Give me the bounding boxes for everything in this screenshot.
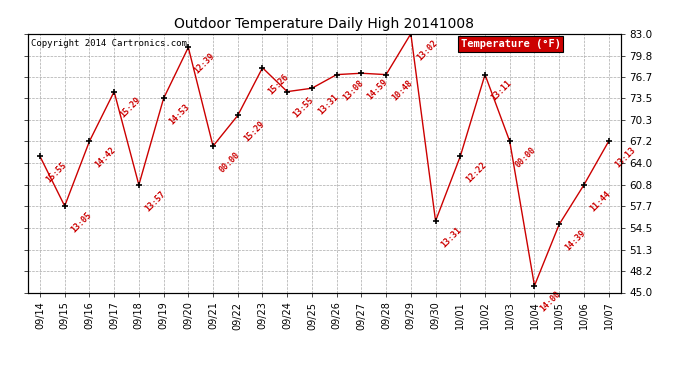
Text: 13:31: 13:31 xyxy=(316,92,340,116)
Text: 14:53: 14:53 xyxy=(168,103,192,127)
Text: 14:59: 14:59 xyxy=(366,77,390,102)
Text: 12:22: 12:22 xyxy=(464,160,489,184)
Text: Copyright 2014 Cartronics.com: Copyright 2014 Cartronics.com xyxy=(30,39,186,48)
Text: 15:29: 15:29 xyxy=(242,120,266,144)
Text: 15:55: 15:55 xyxy=(44,160,68,184)
Text: 13:05: 13:05 xyxy=(69,210,93,234)
Text: Temperature (°F): Temperature (°F) xyxy=(461,39,561,49)
Text: 14:42: 14:42 xyxy=(94,146,117,170)
Text: 12:39: 12:39 xyxy=(193,51,217,76)
Text: 13:11: 13:11 xyxy=(489,79,513,103)
Title: Outdoor Temperature Daily High 20141008: Outdoor Temperature Daily High 20141008 xyxy=(175,17,474,31)
Text: 14:00: 14:00 xyxy=(539,290,562,314)
Text: 10:48: 10:48 xyxy=(391,79,414,103)
Text: 13:55: 13:55 xyxy=(291,96,315,120)
Text: 13:02: 13:02 xyxy=(415,38,439,62)
Text: 13:57: 13:57 xyxy=(143,189,167,213)
Text: 13:13: 13:13 xyxy=(613,146,637,170)
Text: 15:26: 15:26 xyxy=(266,72,290,96)
Text: 13:31: 13:31 xyxy=(440,225,464,249)
Text: 00:00: 00:00 xyxy=(217,150,241,174)
Text: 11:44: 11:44 xyxy=(588,189,612,213)
Text: 13:08: 13:08 xyxy=(341,79,365,103)
Text: 00:00: 00:00 xyxy=(514,146,538,170)
Text: 15:29: 15:29 xyxy=(118,96,142,120)
Text: 14:39: 14:39 xyxy=(563,229,587,253)
